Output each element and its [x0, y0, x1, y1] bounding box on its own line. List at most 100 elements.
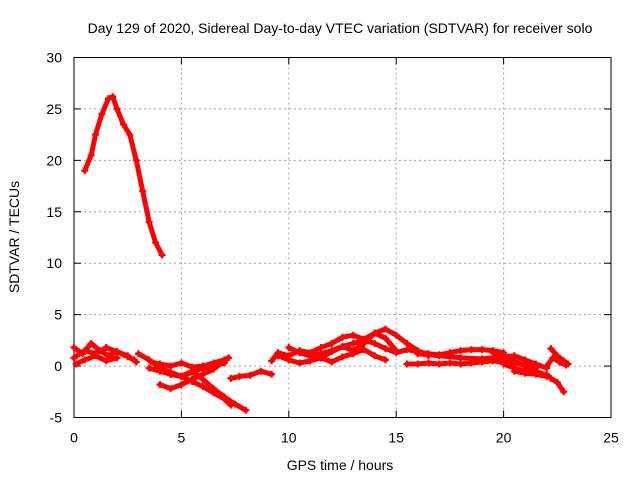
data-point — [285, 344, 293, 352]
data-point — [543, 370, 551, 378]
data-point — [145, 218, 153, 226]
data-point — [81, 356, 89, 364]
data-point — [177, 359, 185, 367]
data-point — [220, 359, 228, 367]
data-point — [435, 360, 443, 368]
data-point — [268, 370, 276, 378]
data-point — [91, 131, 99, 139]
y-tick-label: 0 — [54, 358, 62, 374]
data-point — [156, 360, 164, 368]
data-point — [167, 362, 175, 370]
data-point — [328, 339, 336, 347]
data-point — [457, 360, 465, 368]
data-point — [167, 385, 175, 393]
data-point — [268, 357, 276, 365]
data-point — [560, 388, 568, 396]
data-point — [210, 362, 218, 370]
y-tick-label: 25 — [46, 101, 62, 117]
data-point — [489, 349, 497, 357]
series-arc-19 — [511, 368, 550, 379]
data-point — [242, 406, 250, 414]
data-point — [403, 346, 411, 354]
data-point — [547, 345, 555, 353]
x-tick-label: 0 — [70, 430, 78, 446]
y-tick-label: 5 — [54, 307, 62, 323]
y-axis-label: SDTVAR / TECUs — [6, 181, 22, 293]
data-point — [547, 374, 555, 382]
data-point — [102, 357, 110, 365]
series-arc-20 — [544, 371, 567, 395]
data-point — [500, 352, 508, 360]
data-point — [403, 360, 411, 368]
data-point — [220, 395, 228, 403]
data-point — [235, 372, 243, 380]
data-point — [134, 350, 142, 358]
data-point — [339, 343, 346, 351]
data-point — [188, 368, 196, 376]
tick-labels: 0 5 10 15 20 25 -5 0 5 10 15 20 25 30 — [46, 50, 619, 446]
series-arc-22 — [544, 355, 569, 369]
data-point — [392, 331, 400, 339]
x-tick-label: 20 — [496, 430, 512, 446]
data-point — [156, 381, 164, 389]
data-point — [113, 354, 121, 362]
data-point — [132, 156, 140, 164]
data-point — [317, 350, 325, 358]
data-point — [87, 151, 95, 159]
data-point — [156, 367, 164, 375]
data-point — [285, 356, 293, 364]
data-point — [109, 93, 117, 101]
data-point — [152, 239, 160, 247]
data-point — [113, 105, 121, 113]
data-point — [210, 389, 218, 397]
y-tick-label: 20 — [46, 152, 62, 168]
data-point — [96, 347, 104, 355]
data-point — [478, 355, 486, 363]
data-point — [199, 383, 207, 391]
data-point — [306, 353, 314, 361]
data-point — [532, 370, 540, 378]
data-point — [188, 375, 196, 383]
data-point — [227, 401, 235, 409]
data-point — [457, 354, 465, 362]
data-point — [104, 95, 112, 103]
data-point — [246, 371, 254, 379]
data-point — [478, 346, 486, 354]
data-point — [553, 379, 561, 387]
data-point — [521, 369, 529, 377]
data-point — [381, 345, 389, 353]
data-point — [167, 370, 175, 378]
data-point — [549, 354, 557, 362]
x-tick-label: 25 — [603, 430, 619, 446]
data-point — [543, 362, 551, 370]
x-axis-label: GPS time / hours — [287, 457, 394, 473]
data-point — [500, 360, 508, 368]
data-point — [349, 331, 357, 339]
series-arc-1 — [82, 94, 165, 258]
data-point — [102, 344, 110, 352]
data-point — [467, 346, 475, 354]
data-point — [360, 346, 368, 354]
data-point — [414, 350, 422, 358]
data-point — [339, 333, 346, 341]
data-point — [435, 352, 443, 360]
data-point — [360, 336, 368, 344]
data-point — [317, 344, 325, 352]
x-tick-label: 5 — [178, 430, 186, 446]
data-point — [79, 350, 87, 358]
data-point — [457, 347, 465, 355]
data-point — [132, 358, 140, 366]
data-point — [119, 120, 127, 128]
data-point — [113, 348, 121, 356]
data-point — [124, 352, 132, 360]
x-tick-label: 15 — [388, 430, 404, 446]
data-point — [424, 359, 432, 367]
data-point — [227, 374, 235, 382]
data-point — [392, 349, 400, 357]
data-point — [510, 367, 518, 375]
data-point — [199, 364, 207, 372]
data-point — [145, 364, 153, 372]
data-point — [381, 334, 389, 342]
data-point — [158, 251, 166, 259]
